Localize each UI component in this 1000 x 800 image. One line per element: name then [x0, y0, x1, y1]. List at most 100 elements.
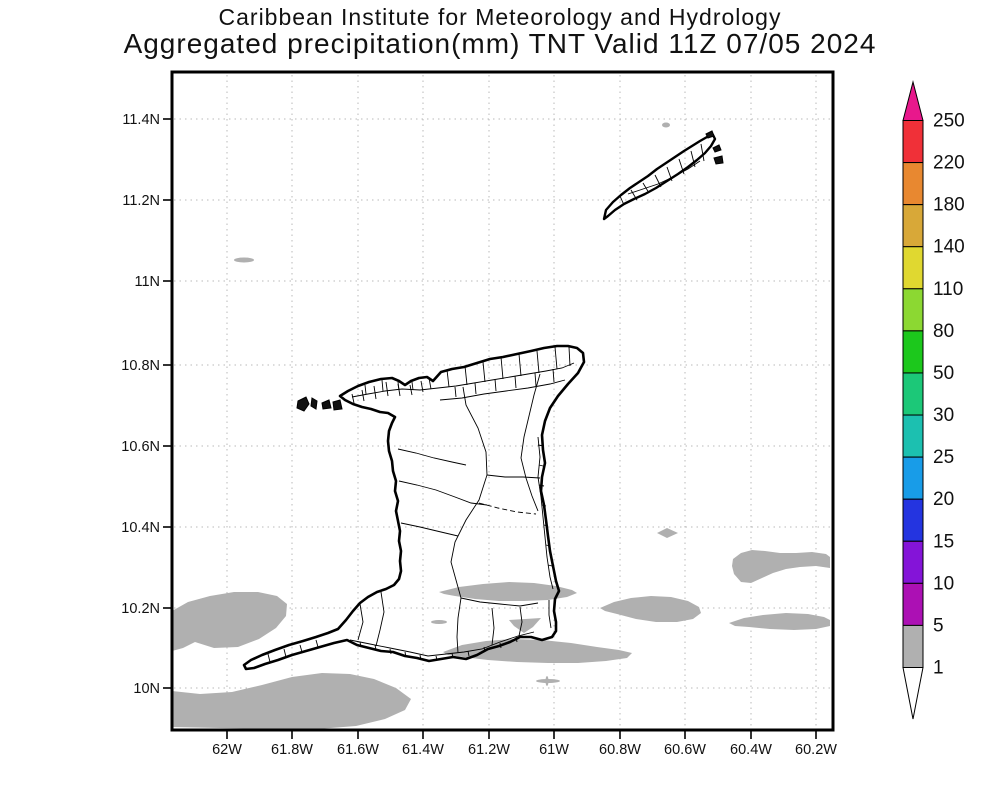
- admin-boundary: [351, 393, 355, 404]
- admin-boundary: [538, 464, 544, 467]
- admin-boundary: [450, 386, 488, 654]
- admin-boundary-dashed: [478, 502, 537, 515]
- plot-frame: [170, 70, 835, 732]
- y-axis-tick-label: 11.4N: [122, 112, 160, 128]
- admin-boundary: [439, 379, 566, 401]
- page-title: Caribbean Institute for Meteorology and …: [218, 4, 782, 30]
- colorbar-label: 80: [933, 321, 954, 342]
- basemap-layer: [242, 130, 724, 671]
- admin-boundary: [554, 346, 558, 370]
- admin-boundary: [537, 436, 554, 590]
- offshore-islet: [705, 130, 715, 139]
- admin-boundary: [397, 448, 467, 466]
- colorbar-segment: [902, 330, 924, 374]
- admin-boundary: [514, 375, 517, 389]
- admin-boundary: [486, 474, 541, 479]
- admin-boundary: [400, 522, 459, 537]
- admin-boundary: [446, 369, 450, 388]
- admin-boundary: [500, 356, 504, 380]
- admin-boundary: [361, 389, 365, 402]
- admin-boundary: [381, 379, 384, 392]
- colorbar-label: 30: [933, 405, 954, 426]
- precip-region-west-offshore-blob: [172, 592, 287, 651]
- admin-boundary: [375, 591, 385, 647]
- precip-sliver-northwest-sliver: [234, 257, 254, 263]
- x-axis-tick-label: 60.2W: [795, 742, 837, 758]
- precip-region-east-offshore-thin-blob: [729, 613, 830, 630]
- y-axis-tick-label: 11.2N: [122, 193, 160, 209]
- admin-boundary: [534, 372, 537, 387]
- axis-labels: 11.4N 11.2N 11N 10.8N 10.6N 10.4N 10.2N 10N 62W 6…: [121, 112, 837, 758]
- admin-boundary: [454, 386, 457, 398]
- precip-region-southeast-offshore-blob: [600, 596, 701, 622]
- admin-boundary: [349, 631, 535, 657]
- admin-boundary: [536, 350, 540, 374]
- admin-boundary: [491, 607, 495, 646]
- colorbar-label: 250: [933, 111, 965, 132]
- colorbar-label: 1: [933, 658, 944, 679]
- colorbar-label: 15: [933, 531, 954, 552]
- admin-boundary: [409, 384, 413, 396]
- admin-boundary: [700, 143, 705, 162]
- y-axis-tick-label: 10.2N: [121, 601, 160, 617]
- precip-region-southwest-offshore-band: [172, 673, 411, 729]
- admin-boundary: [548, 600, 552, 629]
- colorbar-segment: [902, 582, 924, 626]
- colorbar: 250 220 180 140 110 80 50 30 25 20 15 10 5 1: [902, 80, 965, 720]
- offshore-islet: [296, 396, 310, 412]
- colorbar-label: 140: [933, 237, 965, 258]
- offshore-islet: [321, 399, 332, 410]
- admin-boundary: [464, 365, 468, 386]
- y-axis-tick-label: 10.8N: [121, 358, 160, 374]
- colorbar-label: 180: [933, 195, 965, 216]
- x-axis-tick-label: 60.6W: [664, 742, 706, 758]
- x-axis-tick-label: 60.4W: [730, 742, 772, 758]
- admin-boundary: [518, 606, 523, 637]
- admin-boundary: [385, 381, 389, 397]
- x-axis-tick-label: 61.8W: [271, 742, 313, 758]
- y-axis-tick-label: 11N: [134, 274, 160, 290]
- colorbar-segment: [902, 456, 924, 500]
- colorbar-label: 220: [933, 153, 965, 174]
- colorbar-label: 25: [933, 447, 954, 468]
- axis-ticks: [163, 118, 817, 739]
- colorbar-segment: [902, 414, 924, 458]
- colorbar-over-triangle: [902, 80, 924, 121]
- precip-sliver-south-sliver-tick: [545, 676, 549, 686]
- admin-boundary: [364, 384, 367, 395]
- admin-boundary: [518, 353, 522, 377]
- admin-boundary: [482, 361, 486, 383]
- precip-region-inland-triangle-patch: [509, 618, 541, 633]
- colorbar-segment: [902, 498, 924, 542]
- colorbar-segment: [902, 120, 924, 164]
- y-axis-tick-label: 10.6N: [121, 439, 160, 455]
- offshore-islet: [713, 155, 724, 165]
- trinidad-coastline: [242, 344, 586, 671]
- admin-boundary: [357, 603, 364, 641]
- precip-region-south-coast-blob: [443, 639, 632, 663]
- precip-region-east-offshore-comma-blob: [732, 550, 830, 583]
- precip-shading-layer: [172, 122, 830, 729]
- x-axis-tick-label: 61.2W: [468, 742, 510, 758]
- colorbar-segment: [902, 288, 924, 332]
- colorbar-segment: [902, 372, 924, 416]
- colorbar-label: 5: [933, 615, 944, 636]
- admin-boundary: [467, 650, 470, 657]
- admin-boundary: [494, 378, 497, 392]
- offshore-islet: [712, 144, 722, 153]
- admin-boundary: [299, 644, 303, 653]
- y-axis-tick-label: 10.4N: [121, 520, 160, 536]
- x-axis-tick-label: 61W: [539, 742, 569, 758]
- admin-boundary: [315, 639, 319, 648]
- y-axis-tick-label: 10N: [133, 681, 160, 697]
- admin-boundary: [398, 480, 488, 506]
- admin-boundary: [474, 382, 477, 395]
- x-axis-tick-label: 60.8W: [599, 742, 641, 758]
- admin-boundary: [568, 346, 571, 367]
- offshore-islet: [332, 399, 343, 411]
- admin-boundary: [552, 368, 555, 383]
- precip-region-east-coast-blob: [439, 582, 577, 601]
- admin-boundary: [283, 648, 287, 658]
